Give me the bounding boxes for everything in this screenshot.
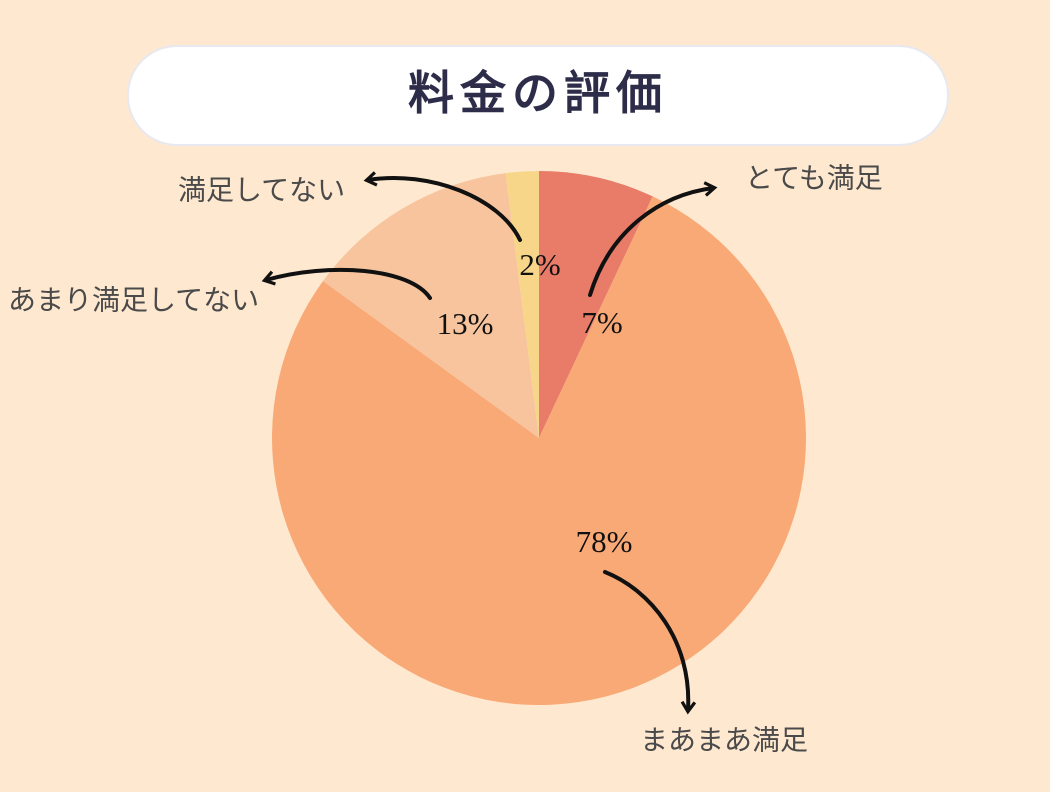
arrows bbox=[261, 171, 718, 715]
data-label: 13% bbox=[437, 306, 494, 341]
chart-title: 料金の評価 bbox=[408, 67, 668, 119]
category-label: とても満足 bbox=[745, 162, 883, 193]
pie-slice bbox=[322, 173, 539, 438]
data-label: 7% bbox=[581, 305, 622, 340]
data-label: 2% bbox=[519, 247, 560, 282]
category-label: あまり満足してない bbox=[8, 284, 259, 315]
data-label: 78% bbox=[576, 524, 633, 559]
title-box bbox=[127, 45, 949, 146]
pie-slice bbox=[539, 171, 653, 438]
pie-slice bbox=[505, 171, 539, 438]
category-label: まあまあ満足 bbox=[640, 724, 808, 755]
pie-slice bbox=[272, 196, 806, 706]
category-label: 満足してない bbox=[178, 174, 345, 205]
